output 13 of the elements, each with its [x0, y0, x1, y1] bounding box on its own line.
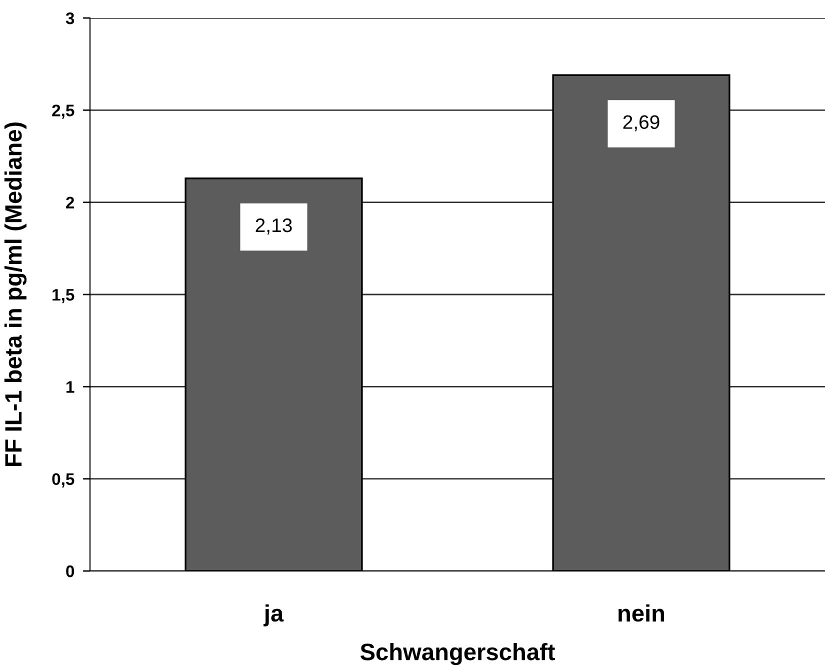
- y-tick-label: 1: [66, 381, 74, 393]
- y-tick-label: 0,5: [52, 473, 74, 488]
- x-tick-label: ja: [264, 604, 284, 626]
- x-axis-title: Schwangerschaft: [360, 643, 555, 666]
- data-label: 2,69: [623, 115, 660, 132]
- y-tick-label: 0: [66, 565, 74, 578]
- data-label: 2,13: [256, 218, 292, 234]
- y-tick-label: 2,5: [52, 104, 74, 119]
- y-axis-title: FF IL-1 beta in pg/ml (Mediane): [4, 122, 27, 466]
- y-tick-label: 2: [66, 196, 74, 208]
- y-tick-label: 3: [66, 12, 74, 24]
- y-tick-label: 1,5: [52, 289, 74, 304]
- x-tick-label: nein: [618, 604, 664, 622]
